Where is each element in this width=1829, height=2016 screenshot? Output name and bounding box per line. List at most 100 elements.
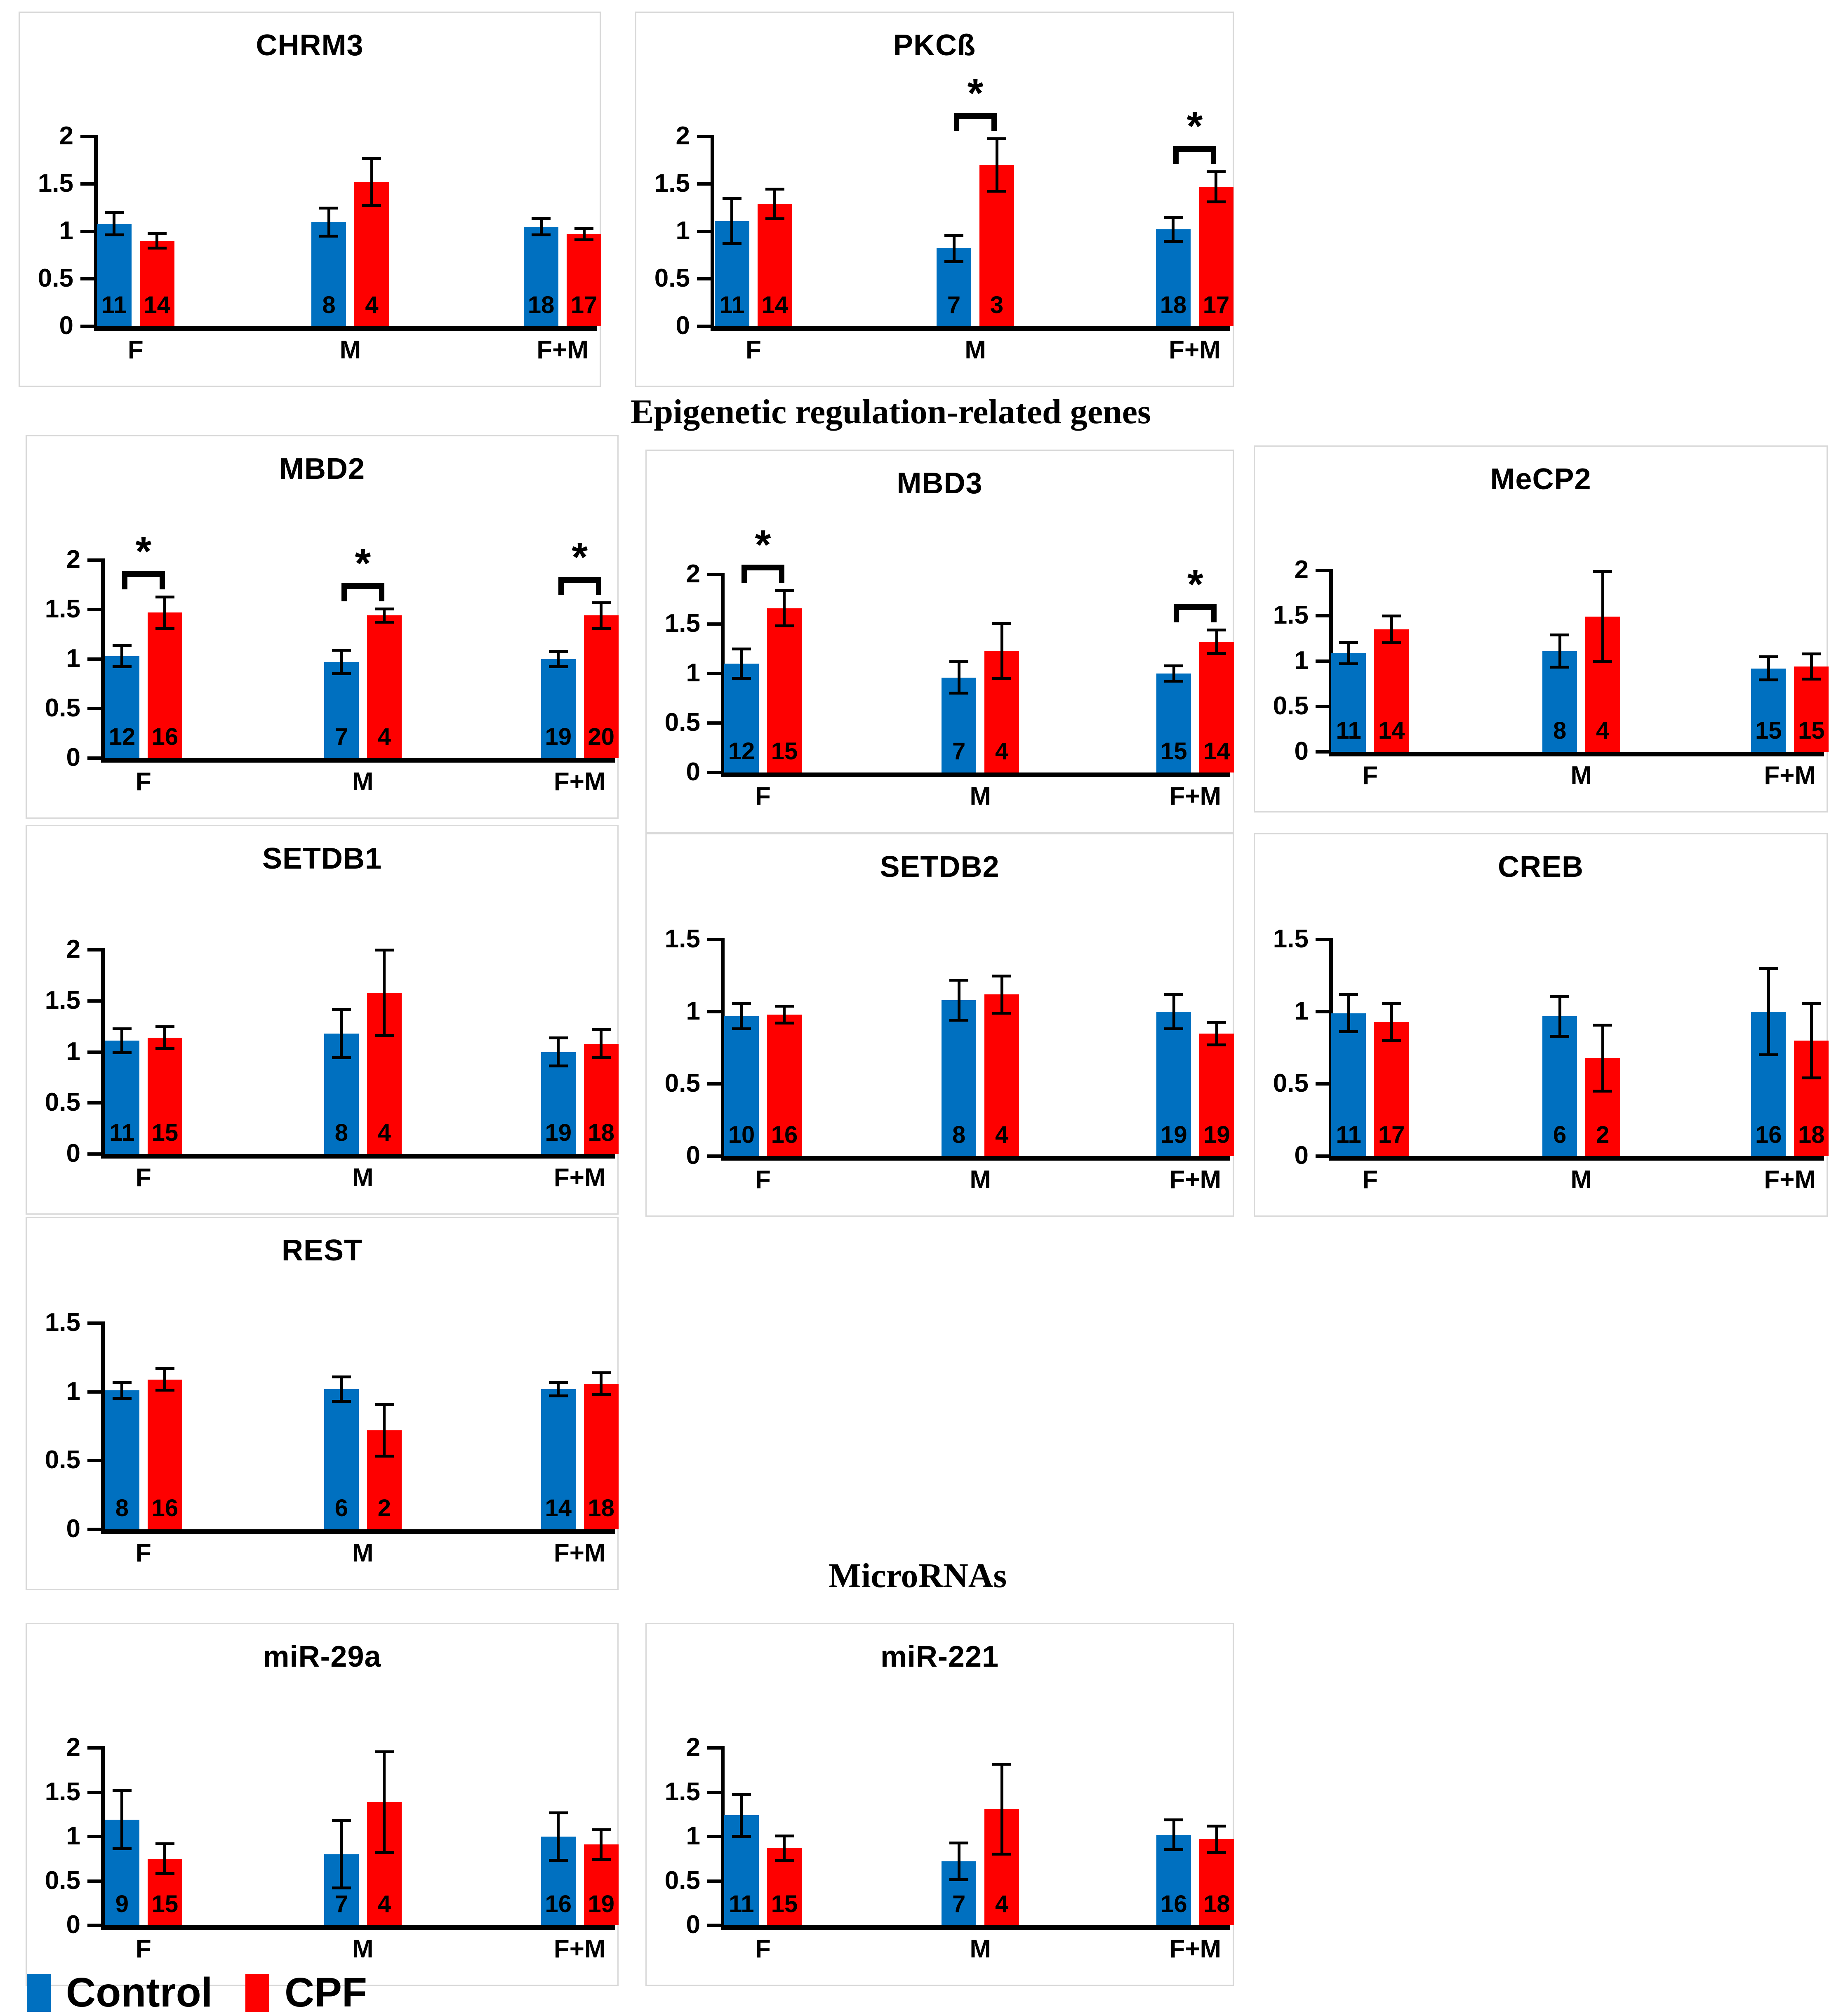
x-axis (101, 1529, 615, 1534)
y-tick-label: 2 (66, 1733, 80, 1762)
error-bar-cap-top (591, 1371, 611, 1374)
sample-size-label: 18 (527, 292, 555, 318)
y-tick (87, 948, 105, 951)
x-category-label: F (135, 1935, 151, 1963)
chart-title: SETDB2 (880, 850, 1000, 883)
x-axis (101, 1154, 615, 1159)
sample-size-label: 4 (1596, 717, 1610, 744)
error-bar-cap-bottom (591, 626, 611, 630)
x-category-label: F+M (1169, 1166, 1222, 1194)
y-axis (101, 1323, 105, 1529)
significance-bracket-leg-right (379, 583, 384, 601)
error-bar-line (539, 218, 543, 236)
bar-control (1751, 668, 1786, 752)
y-tick-label: 1.5 (1273, 601, 1309, 629)
y-tick-label: 0.5 (45, 1088, 80, 1117)
error-bar-cap-bottom (362, 204, 381, 207)
sample-size-label: 19 (1160, 1121, 1187, 1148)
y-axis (721, 940, 725, 1156)
error-bar-cap-top (1802, 1002, 1821, 1005)
error-bar-cap-bottom (1593, 660, 1612, 664)
y-tick (80, 325, 98, 328)
sample-size-label: 8 (334, 1119, 348, 1146)
error-bar-cap-bottom (992, 1853, 1012, 1856)
sample-size-label: 14 (545, 1495, 572, 1521)
error-bar-line (340, 650, 343, 674)
legend-swatch-cpf (245, 1974, 269, 2012)
y-tick (1316, 614, 1333, 617)
error-bar-cap-bottom (732, 1835, 751, 1838)
significance-asterisk: * (1187, 561, 1203, 608)
error-bar-cap-bottom (374, 621, 394, 624)
y-tick (87, 1101, 105, 1105)
y-tick (87, 1924, 105, 1927)
error-bar-cap-bottom (949, 692, 969, 695)
sample-size-label: 16 (545, 1891, 572, 1917)
x-axis (721, 1156, 1230, 1161)
error-bar-line (740, 1794, 743, 1837)
error-bar-cap-top (362, 157, 381, 160)
bar-control (1542, 1016, 1577, 1156)
chart-title: miR-29a (263, 1640, 381, 1673)
y-tick-label: 1.5 (654, 169, 690, 198)
error-bar-cap-bottom (591, 1858, 611, 1861)
sample-size-label: 15 (771, 738, 798, 765)
sample-size-label: 15 (1798, 717, 1825, 744)
sample-size-label: 14 (1203, 738, 1230, 765)
x-category-label: F (1362, 761, 1378, 790)
sample-size-label: 18 (1798, 1121, 1825, 1148)
y-tick-label: 0 (686, 1910, 700, 1939)
error-bar-cap-bottom (532, 233, 551, 237)
y-tick (1316, 1010, 1333, 1013)
y-tick (697, 277, 714, 280)
y-tick-label: 0.5 (38, 264, 73, 292)
error-bar-cap-top (591, 1028, 611, 1032)
error-bar-cap-top (992, 974, 1012, 977)
error-bar-cap-top (1759, 967, 1778, 970)
y-tick (87, 1459, 105, 1463)
error-bar-cap-bottom (1164, 1027, 1184, 1030)
error-bar-cap-bottom (112, 1847, 132, 1851)
significance-bracket (954, 113, 997, 119)
error-bar-cap-top (532, 217, 551, 220)
error-bar-cap-top (774, 1834, 794, 1837)
error-bar-line (120, 1028, 124, 1053)
sample-size-label: 11 (101, 292, 127, 318)
x-category-label: F (135, 1539, 151, 1567)
y-tick-label: 0 (66, 1910, 80, 1939)
bar-control (104, 656, 139, 758)
significance-bracket-leg-left (1173, 146, 1179, 165)
error-bar-line (120, 1382, 124, 1399)
y-tick-label: 2 (676, 122, 690, 150)
sample-size-label: 7 (334, 1891, 348, 1917)
error-bar-cap-top (987, 137, 1007, 140)
bar-cpf (584, 1383, 619, 1529)
y-tick-label: 0 (686, 1141, 700, 1170)
x-category-label: F+M (1169, 1935, 1222, 1963)
error-bar-cap-bottom (104, 233, 124, 237)
y-tick-label: 1 (66, 1377, 80, 1406)
sample-size-label: 15 (771, 1891, 798, 1917)
chart-panel-MeCP2: MeCP2 0 0.5 1 1.5 2 F 11 14 M 8 4 F+M 15 15 (1254, 445, 1829, 813)
error-bar-line (600, 1373, 603, 1395)
sample-size-label: 12 (728, 738, 755, 765)
y-tick (87, 608, 105, 611)
error-bar-cap-top (1382, 615, 1401, 617)
error-bar-cap-bottom (147, 247, 167, 250)
y-tick (87, 1390, 105, 1394)
y-tick (1316, 1154, 1333, 1158)
error-bar-cap-bottom (548, 665, 568, 669)
x-category-label: F (755, 1166, 771, 1194)
error-bar-cap-top (1207, 1020, 1226, 1024)
error-bar-cap-bottom (949, 1878, 969, 1882)
sample-size-label: 4 (377, 723, 391, 750)
sample-size-label: 2 (1596, 1121, 1610, 1148)
bar-control (541, 659, 576, 758)
y-tick-label: 1 (1294, 997, 1309, 1025)
error-bar-cap-top (155, 595, 174, 598)
error-bar-cap-bottom (732, 677, 751, 680)
error-bar-cap-bottom (332, 1056, 351, 1060)
x-category-label: F+M (1764, 1166, 1816, 1194)
y-tick-label: 2 (66, 545, 80, 574)
